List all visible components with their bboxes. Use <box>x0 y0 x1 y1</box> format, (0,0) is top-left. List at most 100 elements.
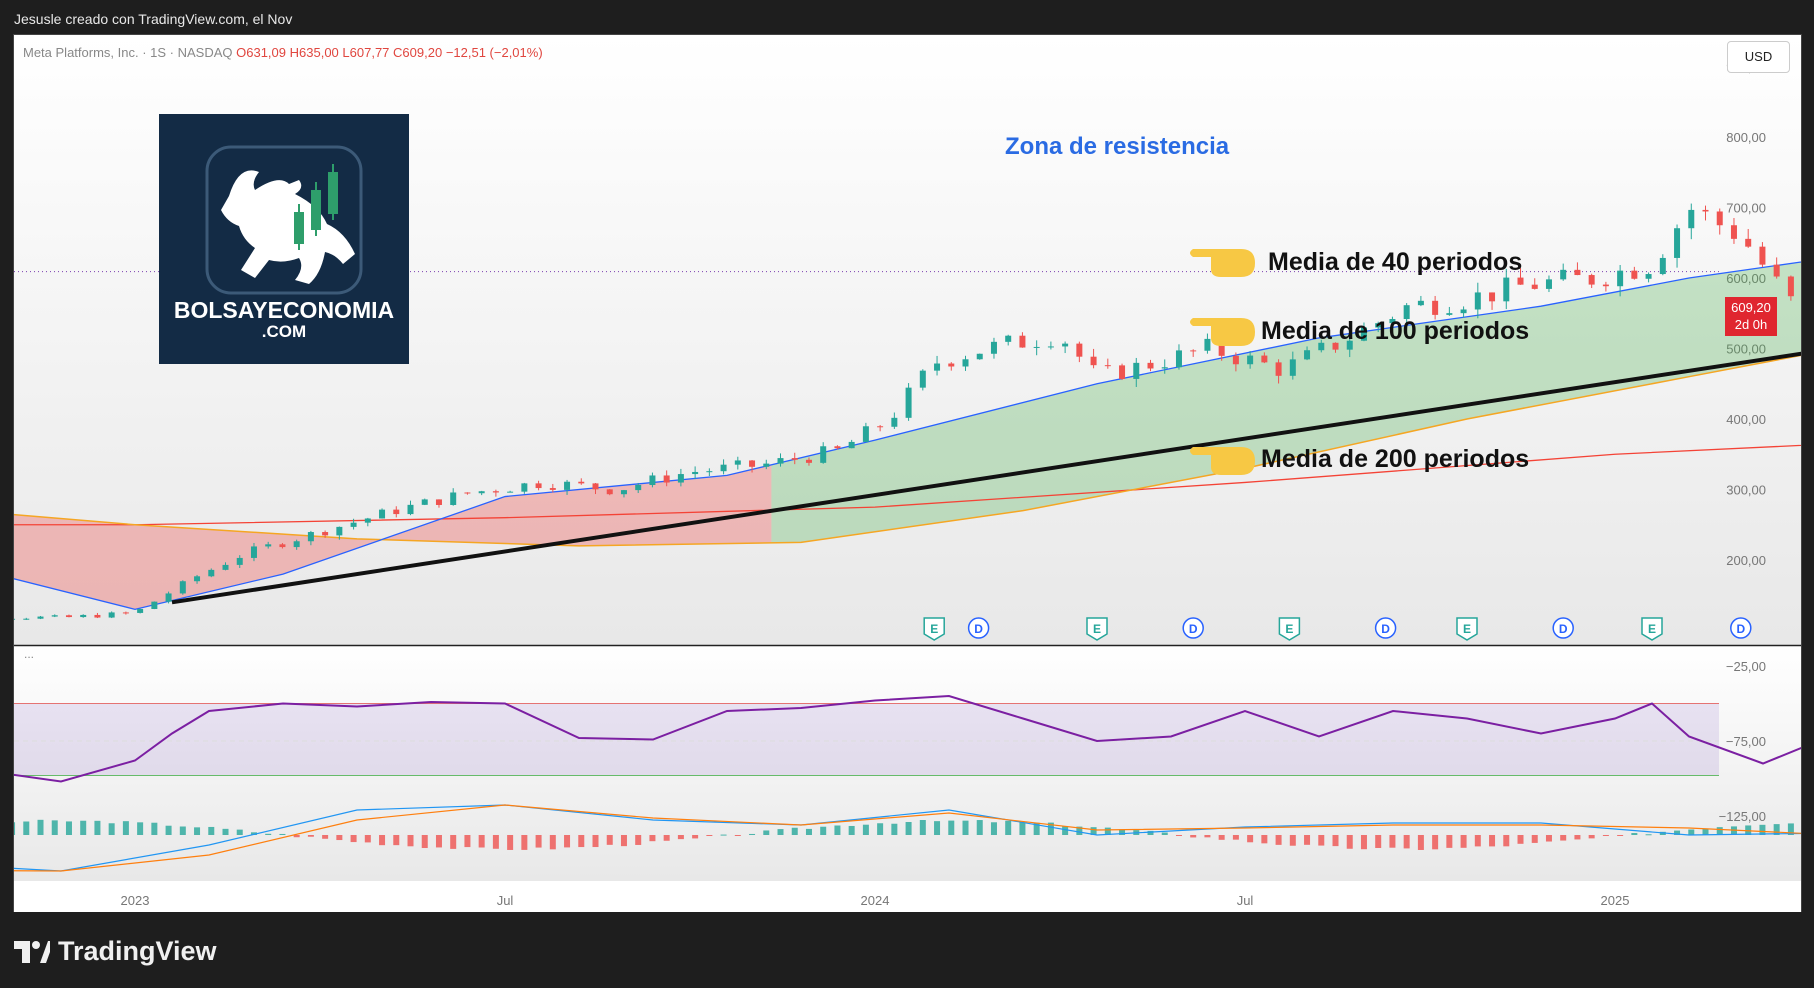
macd-bar <box>80 820 87 835</box>
macd-bar <box>37 819 44 835</box>
indicator-menu[interactable]: ... <box>24 647 35 661</box>
bearish-candle <box>592 483 599 490</box>
macd-bar <box>1047 822 1054 835</box>
macd-bar <box>407 835 414 847</box>
bullish-candle <box>1175 350 1182 368</box>
bullish-candle <box>521 483 528 492</box>
ma100-annotation: Media de 100 periodos <box>1261 317 1530 345</box>
macd-bar <box>1147 830 1154 835</box>
macd-bar <box>265 833 272 835</box>
macd-bar <box>94 820 101 835</box>
macd-bar <box>891 823 898 835</box>
bearish-candle <box>1702 209 1709 212</box>
chart-canvas[interactable]: 900,00800,00700,00600,00500,00400,00300,… <box>14 35 1801 913</box>
bullish-candle <box>80 614 87 618</box>
macd-bar <box>1545 835 1552 842</box>
macd-bar <box>692 835 699 839</box>
bullish-candle <box>379 509 386 519</box>
bullish-candle <box>891 417 898 427</box>
bullish-candle <box>1062 343 1069 347</box>
macd-bar <box>1474 835 1481 847</box>
macd-bar <box>763 830 770 835</box>
marker-shape <box>1086 617 1108 641</box>
time-tick-label: 2024 <box>861 893 890 908</box>
bullish-candle <box>307 532 314 542</box>
earnings-marker-icon[interactable]: E <box>1086 617 1108 641</box>
bullish-candle <box>976 353 983 360</box>
bullish-candle <box>1133 362 1140 379</box>
bearish-candle <box>1517 277 1524 285</box>
macd-bar <box>1019 822 1026 835</box>
macd-bar <box>1417 835 1424 850</box>
macd-bar <box>521 835 528 850</box>
tradingview-logo[interactable]: TradingView <box>14 936 217 967</box>
earnings-marker-icon[interactable]: E <box>923 617 945 641</box>
macd-bar <box>435 835 442 848</box>
bearish-candle <box>1730 225 1737 239</box>
bullish-candle <box>23 618 30 620</box>
currency-button[interactable]: USD <box>1727 41 1790 73</box>
macd-bar <box>948 820 955 835</box>
macd-bar <box>1304 835 1311 845</box>
bullish-candle <box>236 557 243 565</box>
macd-bar <box>606 835 613 845</box>
macd-bar <box>1503 835 1510 847</box>
earnings-marker-icon[interactable]: E <box>1278 617 1301 641</box>
macd-bar <box>1446 835 1453 848</box>
dividend-marker-icon[interactable]: D <box>967 617 990 639</box>
bearish-candle <box>94 614 101 618</box>
bearish-candle <box>393 509 400 515</box>
top-attribution-bar: Jesusle creado con TradingView.com, el N… <box>0 0 1814 34</box>
macd-line <box>14 804 1801 872</box>
bearish-candle <box>1090 356 1097 366</box>
bullish-candle <box>1446 313 1453 315</box>
bullish-candle <box>1503 277 1510 302</box>
dividend-marker-icon[interactable]: D <box>1374 617 1397 639</box>
bearish-candle <box>1232 355 1239 365</box>
bearish-candle <box>1218 338 1225 356</box>
resistance-annotation: Zona de resistencia <box>1005 133 1230 160</box>
bullish-candle <box>990 341 997 354</box>
macd-bar <box>1460 835 1467 848</box>
open-value: O631,09 <box>236 45 286 60</box>
bearish-candle <box>1759 246 1766 265</box>
bullish-candle <box>706 471 713 473</box>
bullish-candle <box>1474 292 1481 310</box>
marker-letter: E <box>1093 622 1101 636</box>
dividend-marker-icon[interactable]: D <box>1552 617 1574 639</box>
earnings-marker-icon[interactable]: E <box>1641 617 1663 641</box>
macd-bar <box>663 835 670 841</box>
bearish-cloud-fill <box>14 464 772 610</box>
bearish-candle <box>1773 264 1780 277</box>
dividend-marker-icon[interactable]: D <box>1182 617 1204 639</box>
macd-bar <box>1432 835 1439 850</box>
macd-bar <box>336 835 343 841</box>
ma40-line <box>14 261 1801 611</box>
bearish-candle <box>65 615 72 618</box>
bullish-candle <box>478 491 485 494</box>
bullish-candle <box>108 612 115 618</box>
bearish-candle <box>1104 365 1111 367</box>
macd-bar <box>1275 835 1282 845</box>
chart-panel[interactable]: 900,00800,00700,00600,00500,00400,00300,… <box>13 34 1802 914</box>
bullish-candle <box>350 522 357 527</box>
bullish-candle <box>649 475 656 485</box>
dividend-marker-icon[interactable]: D <box>1730 617 1752 639</box>
time-tick-label: Jul <box>497 893 514 908</box>
macd-bar <box>1403 835 1410 849</box>
earnings-marker-icon[interactable]: E <box>1456 617 1478 641</box>
bullish-candle <box>635 484 642 491</box>
macd-bar <box>706 835 713 837</box>
bullish-candle <box>620 490 627 495</box>
macd-bar <box>1787 823 1794 835</box>
bearish-candle <box>1019 335 1026 348</box>
macd-bar <box>1076 826 1083 835</box>
ma40-annotation: Media de 40 periodos <box>1268 248 1523 276</box>
macd-bar <box>734 835 741 836</box>
bearish-candle <box>606 489 613 495</box>
macd-bar <box>1005 820 1012 835</box>
hand-palm <box>1211 318 1255 346</box>
bearish-candle <box>1190 350 1197 352</box>
bearish-candle <box>322 532 329 536</box>
attribution-text: Jesusle creado con TradingView.com, el N… <box>14 11 293 27</box>
